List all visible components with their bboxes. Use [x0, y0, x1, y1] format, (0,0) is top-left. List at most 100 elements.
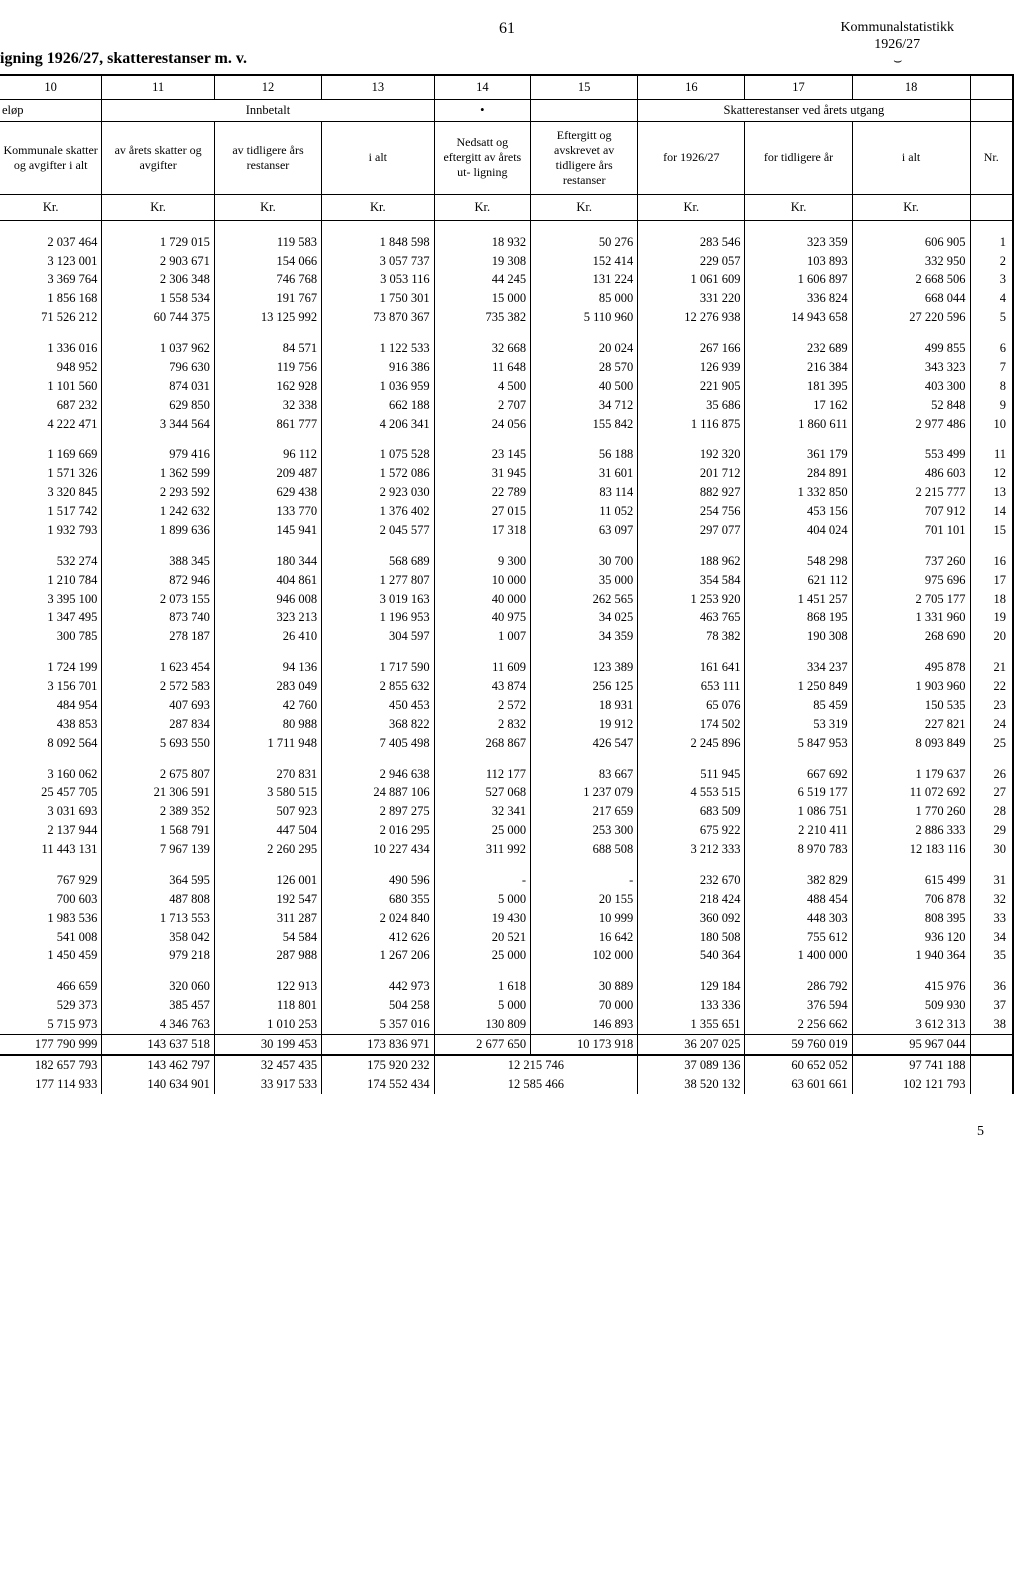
- unit: Kr.: [531, 194, 638, 220]
- cell: 532 274: [0, 552, 102, 571]
- cell: 143 637 518: [102, 1034, 215, 1054]
- table-row: 541 008358 04254 584412 62620 52116 6421…: [0, 928, 1013, 947]
- col-label: Kommunale skatter og avgifter i alt: [0, 121, 102, 194]
- group-header-row: eløp Innbetalt • Skatterestanser ved åre…: [0, 99, 1013, 121]
- table-row: 466 659320 060122 913442 9731 61830 8891…: [0, 977, 1013, 996]
- table-row: 1 856 1681 558 534191 7671 750 30115 000…: [0, 289, 1013, 308]
- row-nr: 32: [970, 890, 1013, 909]
- cell: 85 459: [745, 696, 852, 715]
- cell: 256 125: [531, 677, 638, 696]
- statistics-table: 10 11 12 13 14 15 16 17 18 eløp Innbetal…: [0, 74, 1014, 1094]
- summary-row: 182 657 793143 462 79732 457 435175 920 …: [0, 1055, 1013, 1075]
- unit: Kr.: [852, 194, 970, 220]
- cell: 192 320: [638, 445, 745, 464]
- cell: 2 137 944: [0, 821, 102, 840]
- row-nr: 21: [970, 658, 1013, 677]
- cell: 1 568 791: [102, 821, 215, 840]
- cell: 143 462 797: [102, 1055, 215, 1075]
- row-nr: 7: [970, 358, 1013, 377]
- cell: 22 789: [434, 483, 530, 502]
- cell: 621 112: [745, 571, 852, 590]
- cell: 54 584: [214, 928, 321, 947]
- corner-swash: ⌣: [840, 54, 954, 71]
- col-label: i alt: [852, 121, 970, 194]
- cell: 874 031: [102, 377, 215, 396]
- cell: 3 344 564: [102, 415, 215, 434]
- cell: 2 016 295: [322, 821, 435, 840]
- cell: 2 675 807: [102, 765, 215, 784]
- cell: 162 928: [214, 377, 321, 396]
- cell: 23 145: [434, 445, 530, 464]
- footer-page-number: 5: [0, 1124, 1014, 1140]
- cell: 180 508: [638, 928, 745, 947]
- cell: 3 123 001: [0, 252, 102, 271]
- cell: 1 899 636: [102, 521, 215, 540]
- cell: 73 870 367: [322, 308, 435, 327]
- cell: 1 007: [434, 627, 530, 646]
- cell: 1 932 793: [0, 521, 102, 540]
- cell: 735 382: [434, 308, 530, 327]
- cell: 94 136: [214, 658, 321, 677]
- cell: 31 945: [434, 464, 530, 483]
- cell: 80 988: [214, 715, 321, 734]
- cell: 11 609: [434, 658, 530, 677]
- cell: 873 740: [102, 608, 215, 627]
- cell: 667 692: [745, 765, 852, 784]
- row-nr: 22: [970, 677, 1013, 696]
- cell: 1 010 253: [214, 1015, 321, 1034]
- cell: 25 457 705: [0, 783, 102, 802]
- cell: 509 930: [852, 996, 970, 1015]
- cell: 119 583: [214, 233, 321, 252]
- cell: 1 242 632: [102, 502, 215, 521]
- cell: 1 572 086: [322, 464, 435, 483]
- cell: 946 008: [214, 590, 321, 609]
- cell: 2 245 896: [638, 734, 745, 753]
- cell: 354 584: [638, 571, 745, 590]
- cell: 190 308: [745, 627, 852, 646]
- cell: 126 001: [214, 871, 321, 890]
- row-nr: 15: [970, 521, 1013, 540]
- cell: 2 293 592: [102, 483, 215, 502]
- unit-row: Kr. Kr. Kr. Kr. Kr. Kr. Kr. Kr. Kr.: [0, 194, 1013, 220]
- table-row: 5 715 9734 346 7631 010 2535 357 016130 …: [0, 1015, 1013, 1034]
- merged-cell: 12 215 746: [434, 1055, 638, 1075]
- row-nr: 18: [970, 590, 1013, 609]
- cell: 615 499: [852, 871, 970, 890]
- cell: 629 850: [102, 396, 215, 415]
- table-row: 948 952796 630119 756916 38611 64828 570…: [0, 358, 1013, 377]
- cell: 52 848: [852, 396, 970, 415]
- cell: 192 547: [214, 890, 321, 909]
- cell: 404 861: [214, 571, 321, 590]
- row-nr: 17: [970, 571, 1013, 590]
- cell: 568 689: [322, 552, 435, 571]
- cell: 4 222 471: [0, 415, 102, 434]
- cell: 3 369 764: [0, 270, 102, 289]
- table-row: 1 517 7421 242 632133 7701 376 40227 015…: [0, 502, 1013, 521]
- row-nr: 26: [970, 765, 1013, 784]
- cell: 4 206 341: [322, 415, 435, 434]
- cell: 2 707: [434, 396, 530, 415]
- cell: 438 853: [0, 715, 102, 734]
- row-nr: 24: [970, 715, 1013, 734]
- cell: 484 954: [0, 696, 102, 715]
- cell: 9 300: [434, 552, 530, 571]
- group-blank2: [970, 99, 1013, 121]
- cell: 808 395: [852, 909, 970, 928]
- cell: 861 777: [214, 415, 321, 434]
- spacer-row: [0, 327, 1013, 339]
- cell: 30 889: [531, 977, 638, 996]
- table-row: 532 274388 345180 344568 6899 30030 7001…: [0, 552, 1013, 571]
- cell: 403 300: [852, 377, 970, 396]
- cell: 34 712: [531, 396, 638, 415]
- cell: 177 114 933: [0, 1075, 102, 1094]
- cell: 1 618: [434, 977, 530, 996]
- table-row: 1 101 560874 031162 9281 036 9594 50040 …: [0, 377, 1013, 396]
- cell: 40 975: [434, 608, 530, 627]
- cell: 12 183 116: [852, 840, 970, 859]
- cell: 1 210 784: [0, 571, 102, 590]
- cell: 19 430: [434, 909, 530, 928]
- row-nr: 35: [970, 946, 1013, 965]
- table-row: 3 156 7012 572 583283 0492 855 63243 874…: [0, 677, 1013, 696]
- cell: 1 037 962: [102, 339, 215, 358]
- cell: 755 612: [745, 928, 852, 947]
